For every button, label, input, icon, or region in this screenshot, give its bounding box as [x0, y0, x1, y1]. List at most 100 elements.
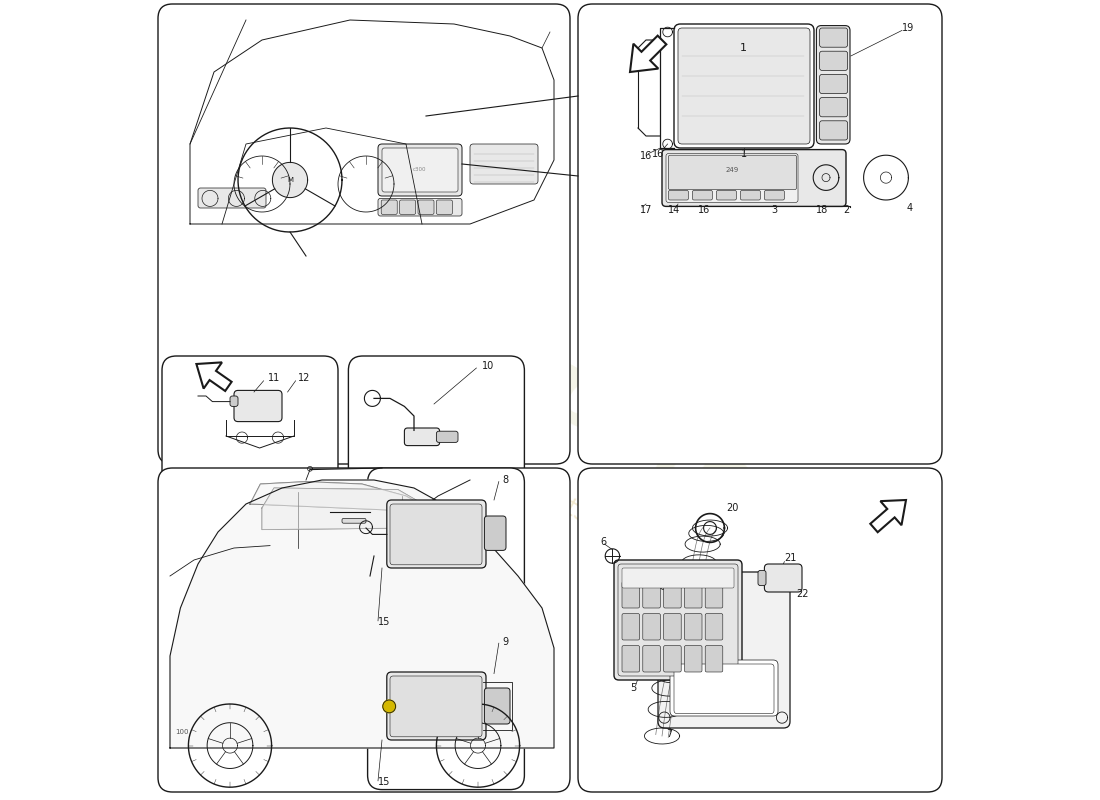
- FancyBboxPatch shape: [816, 26, 850, 144]
- FancyBboxPatch shape: [820, 98, 848, 117]
- FancyBboxPatch shape: [621, 614, 639, 640]
- Text: 16: 16: [640, 151, 652, 161]
- FancyBboxPatch shape: [158, 4, 570, 464]
- Text: a passion for parts since 1985: a passion for parts since 1985: [389, 396, 711, 596]
- Text: 249: 249: [726, 167, 739, 174]
- Polygon shape: [262, 488, 435, 530]
- FancyBboxPatch shape: [382, 148, 458, 192]
- FancyBboxPatch shape: [198, 188, 266, 208]
- FancyBboxPatch shape: [342, 518, 366, 523]
- FancyBboxPatch shape: [390, 504, 482, 565]
- FancyBboxPatch shape: [162, 356, 338, 488]
- Text: 11: 11: [268, 374, 280, 383]
- FancyBboxPatch shape: [684, 582, 702, 608]
- FancyBboxPatch shape: [621, 568, 734, 588]
- Polygon shape: [630, 36, 667, 72]
- FancyBboxPatch shape: [387, 672, 486, 740]
- Polygon shape: [870, 500, 906, 532]
- FancyBboxPatch shape: [614, 560, 742, 680]
- FancyBboxPatch shape: [642, 646, 660, 672]
- FancyBboxPatch shape: [642, 582, 660, 608]
- FancyBboxPatch shape: [658, 572, 790, 728]
- Text: 14: 14: [669, 205, 681, 214]
- Polygon shape: [197, 362, 232, 391]
- FancyBboxPatch shape: [390, 676, 482, 737]
- FancyBboxPatch shape: [349, 356, 525, 488]
- Polygon shape: [273, 162, 308, 198]
- Text: 21: 21: [784, 554, 796, 563]
- FancyBboxPatch shape: [484, 688, 510, 724]
- FancyBboxPatch shape: [578, 4, 942, 464]
- FancyBboxPatch shape: [470, 144, 538, 184]
- Text: 19: 19: [902, 23, 914, 33]
- FancyBboxPatch shape: [663, 614, 681, 640]
- FancyBboxPatch shape: [437, 200, 452, 214]
- FancyBboxPatch shape: [621, 582, 639, 608]
- FancyBboxPatch shape: [418, 200, 434, 214]
- FancyBboxPatch shape: [716, 190, 736, 200]
- FancyBboxPatch shape: [764, 564, 802, 592]
- Text: 18: 18: [816, 205, 828, 214]
- FancyBboxPatch shape: [663, 582, 681, 608]
- Text: 5: 5: [630, 683, 636, 693]
- FancyBboxPatch shape: [692, 190, 713, 200]
- FancyBboxPatch shape: [382, 200, 397, 214]
- FancyBboxPatch shape: [674, 24, 814, 148]
- FancyBboxPatch shape: [662, 150, 846, 206]
- FancyBboxPatch shape: [740, 190, 760, 200]
- FancyBboxPatch shape: [663, 646, 681, 672]
- FancyBboxPatch shape: [484, 516, 506, 550]
- Text: 4: 4: [906, 203, 913, 213]
- FancyBboxPatch shape: [666, 154, 798, 202]
- Text: 6: 6: [601, 538, 606, 547]
- FancyBboxPatch shape: [684, 614, 702, 640]
- FancyBboxPatch shape: [387, 500, 486, 568]
- Text: 15: 15: [378, 618, 390, 627]
- Text: eurospares: eurospares: [280, 203, 820, 565]
- FancyBboxPatch shape: [669, 155, 796, 190]
- Circle shape: [383, 700, 396, 713]
- Text: 16: 16: [652, 149, 664, 158]
- FancyBboxPatch shape: [642, 614, 660, 640]
- FancyBboxPatch shape: [674, 664, 774, 714]
- FancyBboxPatch shape: [618, 564, 738, 676]
- Text: 16: 16: [698, 205, 711, 214]
- FancyBboxPatch shape: [758, 570, 766, 586]
- FancyBboxPatch shape: [437, 431, 458, 442]
- FancyBboxPatch shape: [405, 428, 440, 446]
- Text: 20: 20: [726, 503, 738, 513]
- Text: 1: 1: [740, 149, 747, 158]
- Text: 9: 9: [502, 637, 508, 646]
- Text: 7: 7: [666, 730, 672, 739]
- Text: 12: 12: [298, 374, 310, 383]
- Text: 17: 17: [640, 205, 652, 214]
- Polygon shape: [250, 482, 434, 512]
- FancyBboxPatch shape: [820, 74, 848, 94]
- FancyBboxPatch shape: [820, 28, 848, 47]
- FancyBboxPatch shape: [367, 630, 525, 790]
- FancyBboxPatch shape: [670, 660, 778, 716]
- FancyBboxPatch shape: [378, 198, 462, 216]
- Text: 15: 15: [378, 778, 390, 787]
- Polygon shape: [170, 480, 554, 748]
- FancyBboxPatch shape: [230, 396, 238, 406]
- Text: 3: 3: [771, 205, 777, 214]
- FancyBboxPatch shape: [705, 646, 723, 672]
- FancyBboxPatch shape: [820, 121, 848, 140]
- FancyBboxPatch shape: [158, 468, 570, 792]
- FancyBboxPatch shape: [705, 582, 723, 608]
- Text: 100: 100: [176, 729, 189, 735]
- Text: 8: 8: [502, 475, 508, 485]
- FancyBboxPatch shape: [764, 190, 784, 200]
- FancyBboxPatch shape: [399, 200, 416, 214]
- FancyBboxPatch shape: [669, 190, 689, 200]
- FancyBboxPatch shape: [378, 144, 462, 196]
- FancyBboxPatch shape: [621, 646, 639, 672]
- Text: 10: 10: [482, 361, 494, 370]
- FancyBboxPatch shape: [678, 28, 810, 144]
- FancyBboxPatch shape: [705, 614, 723, 640]
- Text: M: M: [287, 177, 293, 183]
- Text: 2: 2: [843, 205, 849, 214]
- FancyBboxPatch shape: [684, 646, 702, 672]
- FancyBboxPatch shape: [820, 51, 848, 70]
